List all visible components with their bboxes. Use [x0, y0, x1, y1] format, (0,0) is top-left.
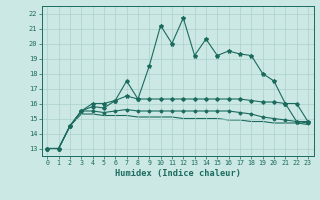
X-axis label: Humidex (Indice chaleur): Humidex (Indice chaleur) — [115, 169, 241, 178]
